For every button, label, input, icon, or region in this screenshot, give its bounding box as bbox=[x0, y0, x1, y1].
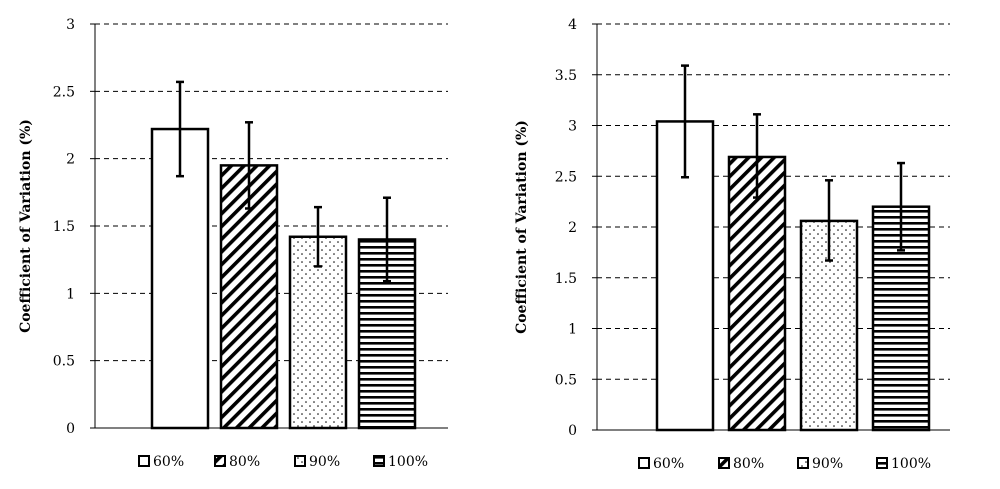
y-tick-label: 1 bbox=[568, 322, 577, 338]
legend-label: 80% bbox=[229, 454, 260, 470]
y-tick-label: 2 bbox=[66, 152, 75, 168]
y-tick-label: 2.5 bbox=[53, 84, 75, 100]
y-tick-label: 0 bbox=[66, 421, 75, 437]
y-tick-label: 4 bbox=[568, 17, 577, 33]
chart-left: 0 0.5 1 1.5 2 2.5 3 Coefficient of Variation (%… bbox=[18, 17, 448, 470]
legend-swatch-90-percent bbox=[294, 455, 306, 467]
y-tick-label: 3.5 bbox=[555, 68, 577, 84]
chart-right: 0 0.5 1 1.5 2 2.5 3 3.5 4 Coefficient of Variatio… bbox=[514, 17, 950, 472]
y-tick-label: 0.5 bbox=[555, 372, 577, 388]
legend-label: 90% bbox=[309, 454, 340, 470]
legend-swatch-80-percent bbox=[718, 457, 730, 469]
y-tick-label: 0 bbox=[568, 423, 577, 439]
legend-label: 60% bbox=[653, 456, 684, 472]
legend-swatch-100-percent bbox=[373, 455, 385, 467]
legend-label: 100% bbox=[388, 454, 428, 470]
y-axis-title: Coefficient of Variation (%) bbox=[18, 119, 34, 333]
y-tick-label: 0.5 bbox=[53, 354, 75, 370]
y-tick-label: 1.5 bbox=[555, 271, 577, 287]
legend-label: 60% bbox=[153, 454, 184, 470]
y-tick-label: 1 bbox=[66, 286, 75, 302]
y-tick-label: 3 bbox=[66, 17, 75, 33]
y-tick-label: 3 bbox=[568, 119, 577, 135]
bar-100-percent bbox=[357, 238, 417, 430]
y-axis-title: Coefficient of Variation (%) bbox=[514, 120, 530, 334]
legend-swatch-60-percent bbox=[638, 457, 650, 469]
legend-swatch-60-percent bbox=[138, 455, 150, 467]
bar-60-percent bbox=[150, 127, 210, 430]
legend-swatch-80-percent bbox=[214, 455, 226, 467]
legend-label: 100% bbox=[891, 456, 931, 472]
bar-60-percent bbox=[655, 120, 715, 432]
y-tick-label: 1.5 bbox=[53, 219, 75, 235]
bar-80-percent bbox=[727, 155, 787, 432]
legend-label: 80% bbox=[733, 456, 764, 472]
y-tick-label: 2 bbox=[568, 220, 577, 236]
legend-swatch-90-percent bbox=[797, 457, 809, 469]
legend-label: 90% bbox=[812, 456, 843, 472]
legend-swatch-100-percent bbox=[876, 457, 888, 469]
y-tick-label: 2.5 bbox=[555, 169, 577, 185]
